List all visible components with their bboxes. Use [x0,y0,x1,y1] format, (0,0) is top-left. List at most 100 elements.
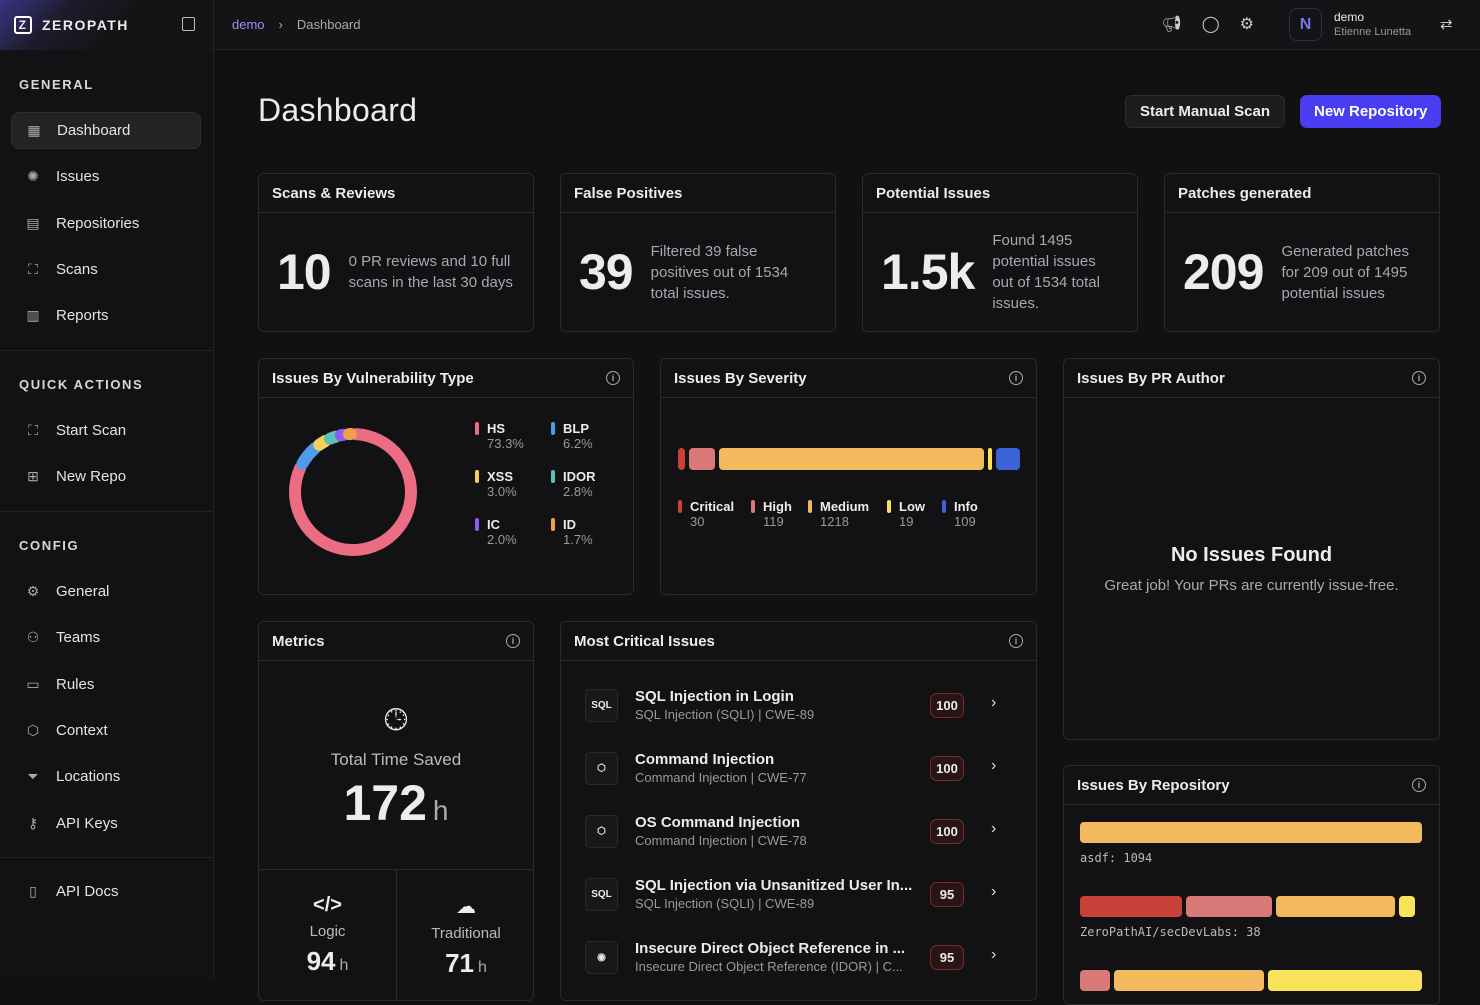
table-plus-icon: ⊞ [24,468,42,485]
stat-desc: Found 1495 potential issues out of 1534 … [992,230,1119,314]
breadcrumb-org[interactable]: demo [232,17,265,32]
legend-swatch [475,518,479,531]
users-icon: ⚇ [24,629,42,646]
new-repository-button[interactable]: New Repository [1300,95,1441,128]
label: Teams [56,629,100,646]
sidebar-item-rules[interactable]: ▭Rules [11,666,201,703]
donut-chart [278,417,428,567]
sidebar-item-scans[interactable]: ⛶Scans [11,251,201,288]
sidebar-item-general[interactable]: ⚙General [11,573,201,610]
sidebar-item-teams[interactable]: ⚇ Teams [11,619,201,656]
repo-bar-segment [1268,970,1422,991]
bug-icon: ✺ [24,168,42,185]
info-icon[interactable]: i [506,634,520,648]
sidebar-toggle-icon[interactable] [182,17,195,31]
repo-bar[interactable] [1080,970,1422,991]
chevron-right-icon[interactable]: › [991,820,996,838]
breadcrumb: demo › Dashboard [232,17,360,32]
stat-value: 10 [277,243,331,301]
sidebar-item-issues[interactable]: ✺Issues [11,158,201,195]
unit: h [340,957,349,974]
chevron-right-icon[interactable]: › [991,757,996,775]
chevron-right-icon[interactable]: › [991,694,996,712]
info-icon[interactable]: i [1009,634,1023,648]
sidebar-item-reports[interactable]: ▥Reports [11,297,201,334]
issue-type-icon: ◉ [585,941,618,974]
stat-value: 39 [579,243,633,301]
legend-value: 109 [954,514,978,529]
severity-bar [678,448,1020,470]
repo-bar-segment [1276,896,1395,917]
severity-segment-critical[interactable] [678,448,685,470]
chevron-right-icon: › [279,17,283,32]
gear-icon[interactable]: ⚙ [1240,14,1254,34]
time-saved-value: 172 [343,775,426,831]
sidebar-item-context[interactable]: ⬡Context [11,712,201,749]
legend-swatch [942,500,946,513]
empty-desc: Great job! Your PRs are currently issue-… [1064,577,1439,594]
chevron-right-icon[interactable]: › [991,946,996,964]
section-quick-actions: QUICK ACTIONS [0,377,162,397]
legend-swatch [551,518,555,531]
issue-title: SQL Injection in Login [635,688,915,705]
card-title: Issues By PR Author [1077,370,1225,387]
repo-bar[interactable] [1080,822,1422,843]
sidebar-item-start-scan[interactable]: ⛶Start Scan [11,412,201,449]
repo-bar[interactable] [1080,896,1422,917]
card-title: Metrics [272,633,325,650]
legend-value: 19 [899,514,925,529]
donut-segment-xss[interactable] [319,441,325,445]
legend-swatch [678,500,682,513]
legend-label: Info [954,499,978,514]
megaphone-icon[interactable]: 📢︎ [1161,14,1181,34]
info-icon[interactable]: i [1412,371,1426,385]
repo-bar-segment [1080,896,1182,917]
legend-label: Medium [820,499,869,514]
stat-desc: Generated patches for 209 out of 1495 po… [1281,241,1421,304]
issue-type-icon: SQL [585,878,618,911]
info-icon[interactable]: i [1009,371,1023,385]
sidebar-item-dashboard[interactable]: ▦ Dashboard [11,112,201,149]
unit: h [478,959,487,976]
switch-icon[interactable]: ⇄ [1440,15,1453,33]
label: Dashboard [57,122,130,139]
sidebar-item-api-keys[interactable]: ⚷API Keys [11,805,201,842]
info-icon[interactable]: i [1412,778,1426,792]
chat-icon[interactable]: ◯ [1202,14,1220,34]
label: Repositories [56,215,139,232]
gear-icon: ⚙ [24,583,42,600]
sidebar-item-api-docs[interactable]: ▯API Docs [11,873,201,910]
info-icon[interactable]: i [606,371,620,385]
chevron-right-icon[interactable]: › [991,883,996,901]
sidebar-item-repositories[interactable]: ▤Repositories [11,205,201,242]
filter-icon: ⏷ [24,768,42,785]
issue-subtitle: Command Injection | CWE-77 [635,770,915,785]
grid-icon: ▦ [25,122,43,139]
sidebar-item-new-repo[interactable]: ⊞ New Repo [11,458,201,495]
breadcrumb-current: Dashboard [297,17,361,32]
label: New Repo [56,468,126,485]
issue-subtitle: Insecure Direct Object Reference (IDOR) … [635,959,915,974]
score-badge: 100 [930,693,964,718]
empty-title: No Issues Found [1064,544,1439,567]
donut-segment-blp[interactable] [302,448,315,464]
issue-subtitle: SQL Injection (SQLI) | CWE-89 [635,707,915,722]
label: API Docs [56,883,119,900]
start-manual-scan-button[interactable]: Start Manual Scan [1125,95,1285,128]
stat-value: 1.5k [881,243,974,301]
severity-segment-low[interactable] [988,448,992,470]
legend-value: 30 [690,514,734,529]
severity-segment-medium[interactable] [719,448,985,470]
issue-title: SQL Injection via Unsanitized User In... [635,877,915,894]
severity-segment-info[interactable] [996,448,1020,470]
severity-segment-high[interactable] [689,448,715,470]
repo-bar-segment [1399,896,1416,917]
sidebar-item-locations[interactable]: ⏷Locations [11,758,201,795]
donut-segment-idor[interactable] [330,437,336,439]
